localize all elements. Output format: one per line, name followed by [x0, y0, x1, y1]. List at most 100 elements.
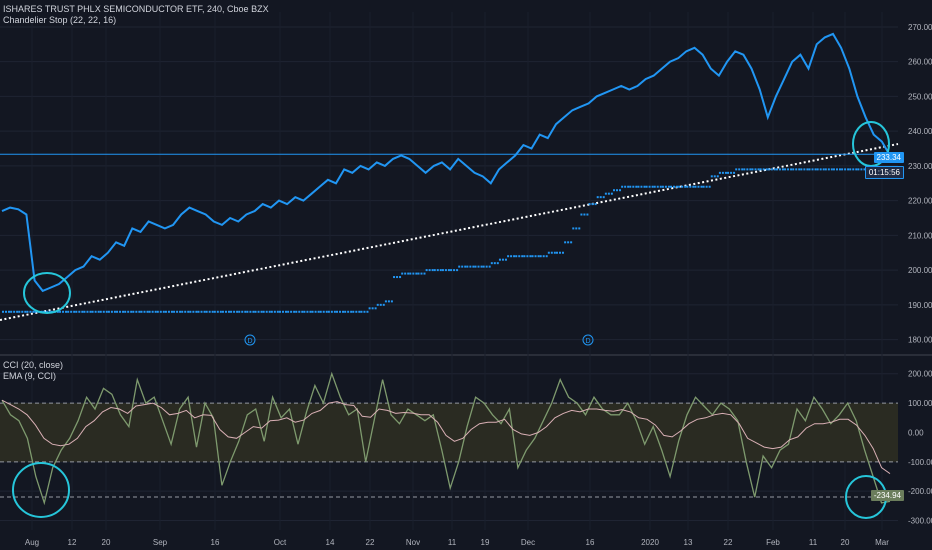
stop-dot [86, 310, 89, 313]
stop-dot [643, 185, 646, 188]
price-axis[interactable]: 180.00 190.00 200.00 210.00 220.00 230.00 240.… [908, 23, 932, 345]
stop-dot [213, 310, 216, 313]
stop-dot [686, 185, 689, 188]
stop-dot [493, 262, 496, 265]
stop-dot [627, 185, 630, 188]
stop-dot [127, 310, 130, 313]
trendline-dotted [0, 143, 899, 321]
cci-axis[interactable]: -300.00 -200.00 -100.00 0.00 100.00 200.00 [908, 370, 932, 526]
countdown-tag: 01:15:56 [864, 166, 904, 179]
stop-dot [339, 310, 342, 313]
stop-dot [32, 310, 35, 313]
stop-dot [751, 168, 754, 171]
trendline [0, 143, 899, 321]
stop-dot [594, 203, 597, 206]
price-axis-label: 220.00 [908, 197, 932, 206]
stop-dot [8, 310, 10, 313]
stop-dot [350, 310, 353, 313]
stop-dot [599, 196, 602, 199]
stop-dot [480, 265, 483, 268]
stop-dot [700, 185, 703, 188]
stop-dot [195, 310, 198, 313]
stop-dot [539, 255, 542, 258]
lower-legend[interactable]: CCI (20, close) EMA (9, CCI) [3, 360, 63, 382]
stop-dot [523, 255, 526, 258]
stop-dot [580, 213, 583, 216]
stop-dot [784, 168, 787, 171]
stop-dot [472, 265, 475, 268]
stop-dot [621, 185, 624, 188]
stop-dot [333, 310, 336, 313]
stop-dot [122, 310, 125, 313]
cci-axis-label: 100.00 [908, 399, 932, 408]
stop-dot [767, 168, 770, 171]
stop-dot [368, 307, 371, 310]
stop-dot [697, 185, 700, 188]
stop-dot [852, 168, 855, 171]
stop-dot [534, 255, 537, 258]
time-axis-label: 20 [102, 538, 111, 547]
stop-dot [653, 185, 656, 188]
stop-dot [159, 310, 162, 313]
cci-axis-label: -200.00 [908, 487, 932, 496]
main-legend[interactable]: ISHARES TRUST PHLX SEMICONDUCTOR ETF, 24… [3, 4, 269, 26]
time-axis-label: 11 [809, 538, 818, 547]
stop-dot [344, 310, 347, 313]
stop-dot [327, 310, 330, 313]
stop-dot [246, 310, 249, 313]
stop-dot [819, 168, 822, 171]
stop-dot [130, 310, 133, 313]
stop-dot [664, 185, 667, 188]
cci-band-lines [0, 402, 898, 498]
stop-dot [78, 310, 81, 313]
symbol-title: ISHARES TRUST PHLX SEMICONDUCTOR ETF, 24… [3, 4, 269, 14]
stop-dot [464, 265, 467, 268]
cci-axis-label: 0.00 [908, 428, 924, 437]
stop-dot [537, 255, 540, 258]
stop-dot [790, 168, 793, 171]
dividend-marker-label: D [247, 338, 252, 345]
stop-dot [619, 189, 622, 192]
stop-dot [227, 310, 230, 313]
stop-dot [586, 213, 589, 216]
stop-dot [363, 310, 366, 313]
stop-dot [13, 310, 16, 313]
stop-dot [42, 310, 45, 313]
stop-dot [553, 251, 556, 254]
time-axis-label: 20 [841, 538, 850, 547]
stop-dot [67, 310, 70, 313]
stop-dot [453, 269, 456, 272]
stop-dot [254, 310, 257, 313]
stop-dot [724, 171, 727, 174]
stop-dot [384, 300, 387, 303]
stop-dot [34, 310, 37, 313]
stop-dot [555, 251, 558, 254]
stop-dot [230, 310, 233, 313]
stop-dot [396, 276, 399, 279]
stop-dot [148, 310, 151, 313]
stop-dot [420, 272, 423, 275]
stop-dot [415, 272, 418, 275]
stop-dot [164, 310, 167, 313]
stop-dot [741, 168, 744, 171]
stop-dot [651, 185, 654, 188]
time-axis-label: Dec [521, 538, 535, 547]
stop-dot [518, 255, 521, 258]
stop-dot [268, 310, 271, 313]
stop-dot [469, 265, 472, 268]
stop-dot [56, 310, 59, 313]
stop-dot [124, 310, 127, 313]
stop-dot [694, 185, 697, 188]
stop-dot [2, 310, 4, 313]
stop-dot [423, 272, 426, 275]
time-axis[interactable]: Aug 12 20 Sep 16 Oct 14 22 Nov 11 19 Dec 16 2020 13 22 F… [25, 538, 889, 547]
stop-dot [249, 310, 252, 313]
stop-dot [713, 175, 716, 178]
stop-dot [735, 168, 738, 171]
stop-dot [498, 258, 501, 261]
stop-dot [661, 185, 664, 188]
stop-dot [591, 203, 594, 206]
stop-dot [70, 310, 73, 313]
